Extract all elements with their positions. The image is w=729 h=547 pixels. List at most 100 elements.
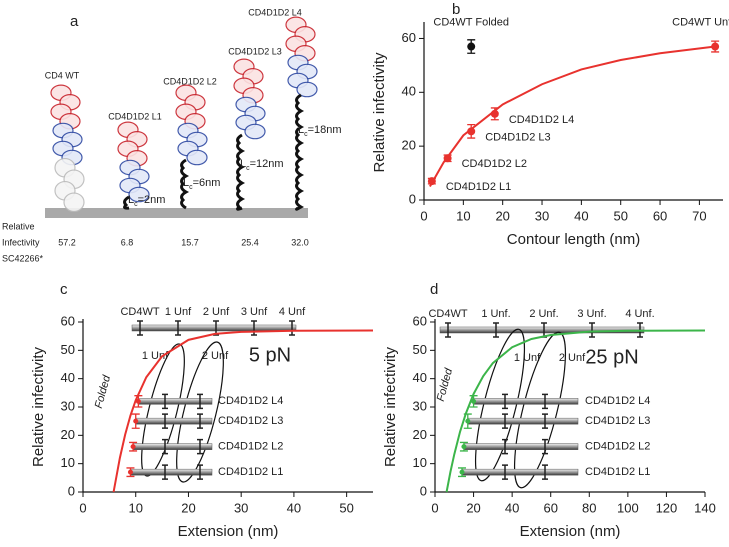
linker-subscript: c	[246, 165, 250, 172]
rod	[138, 398, 213, 405]
rod-marker	[493, 322, 499, 338]
linker-subscript: c	[189, 184, 193, 191]
data-point	[135, 398, 141, 404]
linker-length: =2nm	[138, 194, 166, 206]
construct-name: CD4 WT	[45, 70, 80, 80]
linker	[180, 158, 190, 210]
y-tick-label: 60	[61, 313, 75, 328]
rod-label: CD4D1D2 L1	[218, 466, 283, 478]
rod-marker	[502, 464, 508, 480]
linker-label: Lc=18nm	[298, 124, 342, 138]
fit-curve	[429, 45, 716, 188]
rod-label: 2 Unf	[203, 306, 230, 318]
rod-marker	[137, 320, 143, 336]
rod-marker	[445, 322, 451, 338]
construct-name: CD4D1D2 L3	[228, 46, 282, 56]
rod-marker	[175, 320, 181, 336]
x-axis-label: Contour length (nm)	[507, 231, 640, 248]
rod-marker	[162, 438, 168, 455]
ellipse-label: 2 Unf	[559, 352, 586, 364]
y-tick-label: 20	[413, 427, 427, 442]
linker-label: Lc=6nm	[183, 177, 220, 191]
infectivity-value: 6.8	[121, 237, 134, 247]
data-point	[443, 154, 452, 163]
protein-domain	[63, 192, 85, 213]
point-label: CD4D1D2 L2	[462, 158, 527, 170]
rod-marker	[502, 438, 508, 455]
x-tick-label: 80	[582, 500, 596, 515]
linker-subscript: c	[304, 131, 308, 138]
rod-label: 3 Unf.	[577, 308, 606, 320]
rod-label: CD4WT	[428, 308, 467, 320]
rod-label: CD4D1D2 L2	[218, 441, 283, 453]
x-tick-label: 20	[495, 208, 509, 223]
rod-marker	[502, 413, 508, 429]
folded-label: Folded	[93, 373, 114, 409]
y-tick-label: 40	[413, 370, 427, 385]
force-label: 5 pN	[249, 344, 291, 366]
y-tick-label: 30	[413, 398, 427, 413]
rod-marker	[542, 393, 548, 410]
rod-marker	[542, 413, 548, 429]
rod-label: 4 Unf	[279, 306, 306, 318]
y-tick-label: 10	[61, 455, 75, 470]
construct-name: CD4D1D2 L2	[163, 76, 217, 86]
linker-symbol: L	[183, 177, 189, 189]
x-tick-label: 0	[420, 208, 427, 223]
x-tick-label: 10	[128, 500, 142, 515]
ellipse-label: 1 Unf	[142, 350, 169, 362]
data-point	[467, 127, 476, 136]
rod	[467, 417, 579, 425]
rod-label: CD4D1D2 L4	[218, 395, 283, 407]
unfold-ellipse	[513, 331, 567, 489]
x-tick-label: 140	[694, 500, 716, 515]
infectivity-value: 25.4	[241, 237, 259, 247]
point-label: CD4WT Folded	[433, 16, 509, 28]
rod-label: 1 Unf.	[481, 308, 510, 320]
data-point	[459, 469, 465, 475]
y-tick-label: 50	[413, 342, 427, 357]
x-tick-label: 20	[466, 500, 480, 515]
y-tick-label: 10	[413, 455, 427, 470]
rod-marker	[197, 438, 203, 455]
rod-label: CD4D1D2 L2	[585, 441, 650, 453]
infectivity-value: 15.7	[181, 237, 199, 247]
rod-label: CD4D1D2 L3	[218, 415, 283, 427]
protein-domain	[186, 149, 208, 166]
row-label: Infectivity	[2, 237, 40, 247]
rod-marker	[197, 393, 203, 410]
x-tick-label: 0	[79, 500, 86, 515]
panel-label: c	[60, 281, 68, 298]
construct-name: CD4D1D2 L4	[248, 7, 302, 17]
linker-symbol: L	[298, 124, 304, 136]
data-point	[465, 418, 471, 424]
linker	[295, 93, 305, 211]
x-tick-label: 40	[505, 500, 519, 515]
infectivity-value: 32.0	[291, 237, 309, 247]
point-label: CD4WT Unfolded	[672, 16, 729, 28]
protein-domain	[244, 123, 266, 140]
rod-marker	[289, 320, 295, 336]
point-label: CD4D1D2 L4	[509, 114, 574, 126]
y-tick-label: 60	[413, 313, 427, 328]
rod-marker	[589, 322, 595, 338]
data-point	[471, 398, 477, 404]
fit-curve	[112, 329, 374, 493]
rod	[461, 468, 579, 476]
panel-label: a	[70, 13, 79, 30]
y-tick-label: 60	[402, 30, 416, 45]
y-tick-label: 40	[402, 84, 416, 99]
row-label: Relative	[2, 221, 35, 231]
rod-marker	[197, 464, 203, 480]
y-tick-label: 0	[68, 483, 75, 498]
fit-curve	[445, 329, 706, 493]
rod-label: CD4D1D2 L4	[585, 395, 650, 407]
infectivity-value: 57.2	[58, 237, 76, 247]
y-tick-label: 20	[61, 427, 75, 442]
rod-marker	[502, 393, 508, 410]
x-tick-label: 50	[339, 500, 353, 515]
y-tick-label: 30	[61, 398, 75, 413]
linker-length: =6nm	[193, 177, 221, 189]
point-label: CD4D1D2 L3	[485, 131, 550, 143]
